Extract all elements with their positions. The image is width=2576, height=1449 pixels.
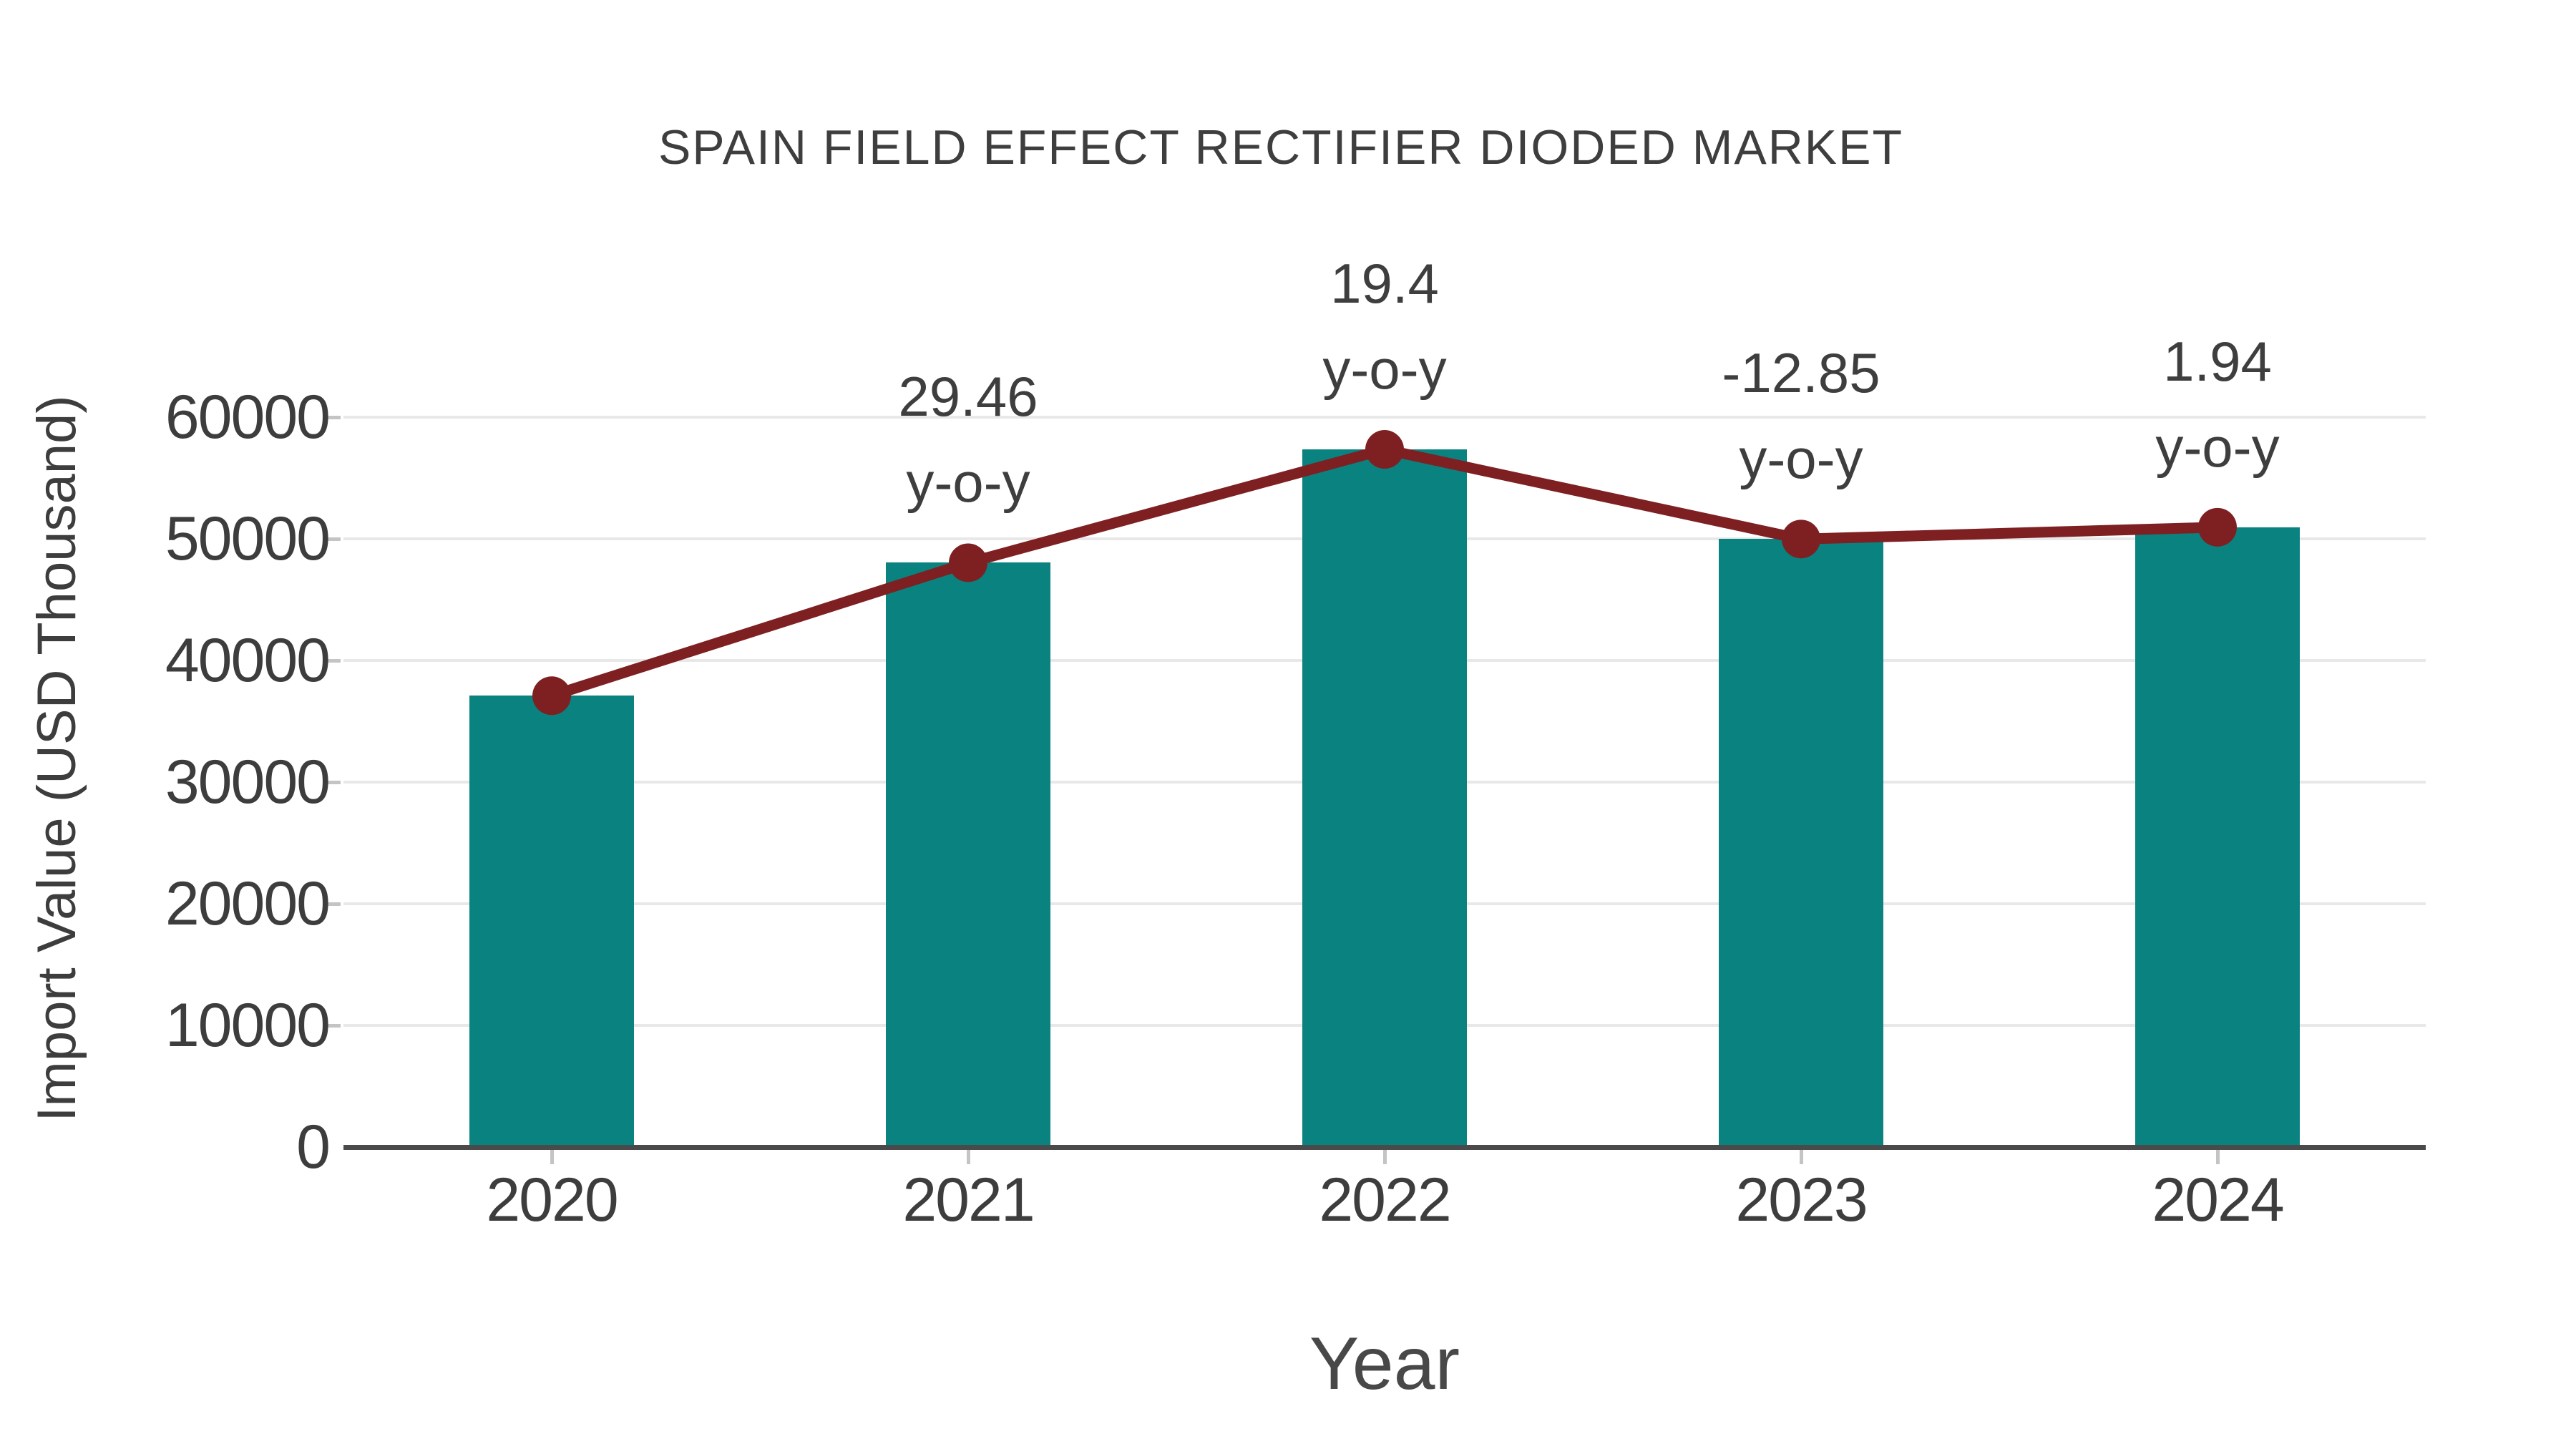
- annotation-value: 29.46: [898, 365, 1038, 429]
- bar-2022: [1302, 449, 1467, 1147]
- data-point-marker-2021: [949, 543, 987, 582]
- y-tick-mark: [326, 902, 341, 906]
- x-tick-mark: [1800, 1150, 1803, 1164]
- chart-title: SPAIN FIELD EFFECT RECTIFIER DIODED MARK…: [658, 120, 1904, 175]
- y-tick-label: 0: [296, 1113, 331, 1181]
- y-tick-label: 60000: [165, 383, 331, 452]
- gridline: [343, 416, 2426, 419]
- bar-2024: [2135, 527, 2300, 1147]
- x-axis-title: Year: [1309, 1322, 1460, 1405]
- y-tick-label: 30000: [165, 748, 331, 816]
- bar-2023: [1719, 539, 1883, 1147]
- x-tick-label: 2020: [486, 1166, 618, 1234]
- x-tick-label: 2021: [902, 1166, 1035, 1234]
- y-tick-label: 10000: [165, 991, 331, 1060]
- x-tick-label: 2023: [1735, 1166, 1868, 1234]
- x-tick-mark: [1383, 1150, 1387, 1164]
- x-tick-label: 2024: [2152, 1166, 2284, 1234]
- y-tick-label: 50000: [165, 504, 331, 573]
- y-tick-mark: [326, 537, 341, 541]
- annotation-unit: y-o-y: [1739, 427, 1863, 491]
- data-point-marker-2020: [532, 676, 571, 716]
- y-tick-mark: [326, 781, 341, 784]
- annotation-unit: y-o-y: [906, 451, 1030, 514]
- annotation-unit: y-o-y: [2155, 415, 2280, 479]
- x-tick-mark: [2216, 1150, 2220, 1164]
- data-point-marker-2022: [1365, 430, 1404, 469]
- y-tick-mark: [326, 416, 341, 419]
- annotation-value: -12.85: [1722, 341, 1880, 405]
- x-axis-line: [343, 1145, 2426, 1150]
- y-tick-mark: [326, 1024, 341, 1028]
- bar-2021: [886, 562, 1050, 1147]
- x-tick-mark: [550, 1150, 554, 1164]
- annotation-value: 1.94: [2163, 329, 2272, 393]
- y-tick-label: 40000: [165, 626, 331, 695]
- data-point-marker-2024: [2198, 507, 2237, 547]
- annotation-unit: y-o-y: [1322, 338, 1447, 401]
- annotation-value: 19.4: [1330, 252, 1439, 316]
- y-tick-label: 20000: [165, 869, 331, 938]
- x-tick-label: 2022: [1319, 1166, 1451, 1234]
- bar-2020: [469, 696, 634, 1147]
- data-point-marker-2023: [1782, 519, 1820, 559]
- y-tick-mark: [326, 659, 341, 663]
- x-tick-mark: [967, 1150, 970, 1164]
